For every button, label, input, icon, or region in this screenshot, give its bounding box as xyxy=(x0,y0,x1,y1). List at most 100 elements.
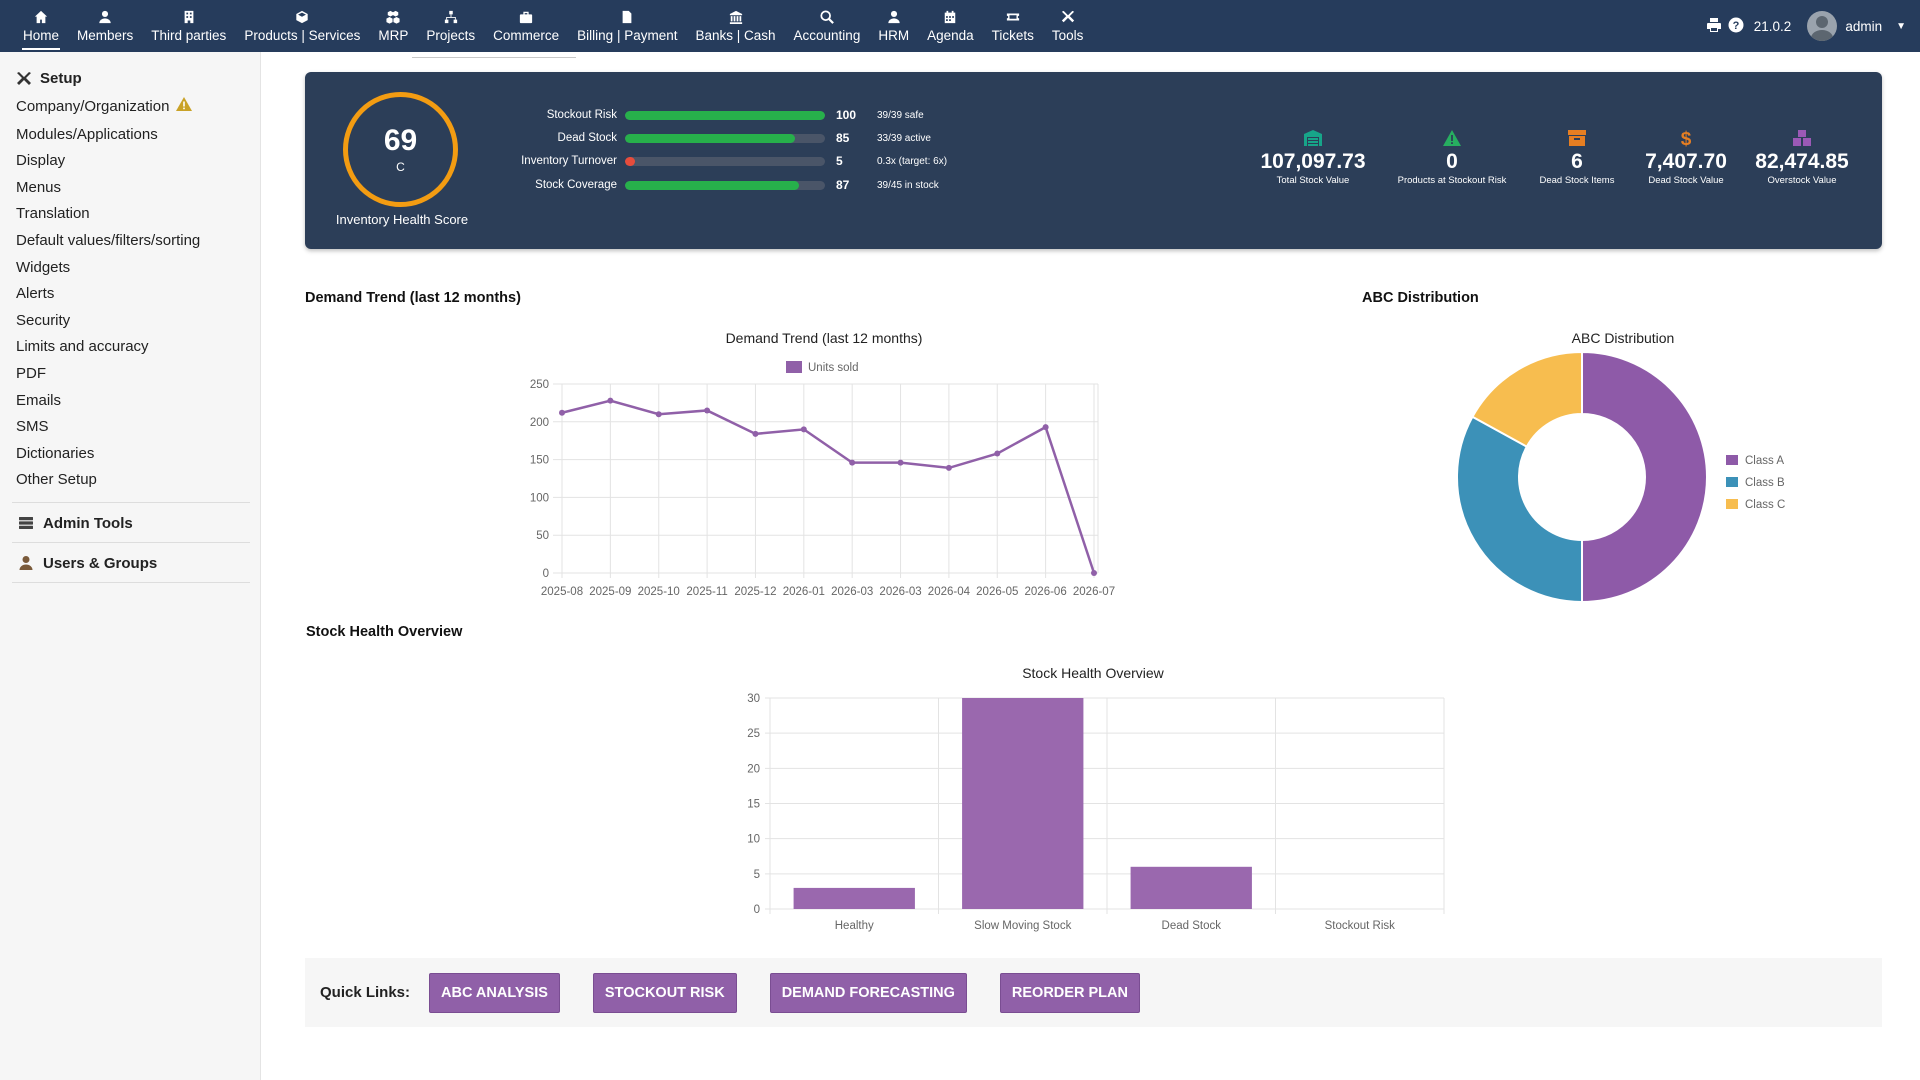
nav-item-home[interactable]: Home xyxy=(14,0,68,52)
user-tie-icon xyxy=(886,9,902,25)
sidebar-link-dictionaries[interactable]: Dictionaries xyxy=(12,441,250,468)
nav-item-hrm[interactable]: HRM xyxy=(869,0,918,52)
chart-title-demand: Demand Trend (last 12 months) xyxy=(725,330,923,346)
metric-name: Stockout Risk xyxy=(546,109,617,121)
nav-item-products-services[interactable]: Products | Services xyxy=(235,0,369,52)
sidebar-link-label: Display xyxy=(16,152,66,170)
sidebar-link-limits-and-accuracy[interactable]: Limits and accuracy xyxy=(12,334,250,361)
metric-note: 39/45 in stock xyxy=(877,179,939,191)
health-score-grade: C xyxy=(396,159,405,174)
sidebar-link-alerts[interactable]: Alerts xyxy=(12,281,250,308)
divider xyxy=(412,57,576,58)
nav-item-tickets[interactable]: Tickets xyxy=(983,0,1043,52)
x-tick-label: 2026-01 xyxy=(783,586,825,598)
nav-item-billing-payment[interactable]: Billing | Payment xyxy=(568,0,686,52)
demand-forecasting-button[interactable]: DEMAND FORECASTING xyxy=(769,972,967,1013)
sidebar-link-sms[interactable]: SMS xyxy=(12,414,250,441)
metric-progress-bar xyxy=(625,110,825,120)
nav-item-label: MRP xyxy=(378,28,409,43)
sidebar-link-security[interactable]: Security xyxy=(12,308,250,335)
user-name[interactable]: admin xyxy=(1845,18,1883,34)
search-dollar-icon xyxy=(819,9,835,25)
stat-value: 6 xyxy=(1571,150,1583,173)
sidebar-users-groups[interactable]: Users & Groups xyxy=(12,553,250,580)
health-score-value: 69 xyxy=(383,123,418,157)
reorder-plan-button[interactable]: REORDER PLAN xyxy=(999,972,1140,1013)
main-menu: Home Members Third parties Products | Servi… xyxy=(0,0,1092,52)
data-point xyxy=(655,411,662,418)
section-title-demand: Demand Trend (last 12 months) xyxy=(305,290,521,306)
bar-slow-moving-stock xyxy=(962,698,1084,909)
divider xyxy=(12,501,250,503)
nav-item-accounting[interactable]: Accounting xyxy=(785,0,870,52)
nav-item-agenda[interactable]: Agenda xyxy=(918,0,983,52)
abc-analysis-button[interactable]: ABC ANALYSIS xyxy=(429,972,560,1013)
nav-item-projects[interactable]: Projects xyxy=(417,0,484,52)
sidebar-link-widgets[interactable]: Widgets xyxy=(12,255,250,282)
sidebar-link-display[interactable]: Display xyxy=(12,148,250,175)
sidebar-link-label: Alerts xyxy=(16,285,55,303)
help-icon[interactable]: ? xyxy=(1728,17,1744,36)
nav-item-mrp[interactable]: MRP xyxy=(369,0,417,52)
x-tick-label: Dead Stock xyxy=(1162,920,1222,932)
nav-item-tools[interactable]: Tools xyxy=(1043,0,1093,52)
sidebar-link-pdf[interactable]: PDF xyxy=(12,361,250,388)
inventory-health-card: 69 C Inventory Health Score Stockout Ris… xyxy=(305,72,1882,249)
metric-inventory-turnover: Inventory Turnover 5 0.3x (target: 6x) xyxy=(500,154,947,168)
y-tick-label: 10 xyxy=(747,834,760,846)
sidebar-link-label: SMS xyxy=(16,418,49,436)
sidebar-link-other-setup[interactable]: Other Setup xyxy=(12,467,250,494)
sidebar-link-label: PDF xyxy=(16,364,46,382)
metric-progress-fill xyxy=(625,133,795,143)
health-score-label: Inventory Health Score xyxy=(335,212,469,227)
chevron-down-icon[interactable]: ▼ xyxy=(1896,20,1906,32)
health-score-ring: 69 C xyxy=(343,92,458,207)
sidebar-link-default-values-filters-sorting[interactable]: Default values/filters/sorting xyxy=(12,228,250,255)
nav-item-label: Products | Services xyxy=(244,28,361,43)
bar-dead-stock xyxy=(1130,866,1252,909)
home-icon xyxy=(33,9,49,25)
archive-icon xyxy=(1497,127,1657,147)
sidebar-link-company-organization[interactable]: Company/Organization xyxy=(12,93,250,122)
sidebar-setup-header[interactable]: Setup xyxy=(12,66,250,93)
bank-icon xyxy=(728,9,744,25)
nav-item-label: Members xyxy=(77,28,134,43)
nav-item-label: Tickets xyxy=(991,28,1034,43)
cubes-icon xyxy=(385,9,401,25)
sidebar-link-modules-applications[interactable]: Modules/Applications xyxy=(12,122,250,149)
nav-item-label: Home xyxy=(23,28,60,43)
server-icon xyxy=(19,517,33,530)
data-point xyxy=(607,397,614,404)
navbar-right: ? 21.0.2 admin ▼ xyxy=(1706,0,1920,52)
data-point xyxy=(800,426,807,433)
nav-item-banks-cash[interactable]: Banks | Cash xyxy=(686,0,784,52)
metric-progress-fill xyxy=(625,156,635,166)
data-point xyxy=(1042,424,1049,431)
x-tick-label: Stockout Risk xyxy=(1325,920,1396,932)
x-tick-label: 2025-10 xyxy=(638,586,680,598)
sidebar-link-label: Dictionaries xyxy=(16,444,95,462)
stat-label: Dead Stock Value xyxy=(1648,175,1724,186)
cube-icon xyxy=(294,9,310,25)
sidebar-link-emails[interactable]: Emails xyxy=(12,388,250,415)
legend-swatch xyxy=(1726,455,1738,465)
stockout-risk-button[interactable]: STOCKOUT RISK xyxy=(592,972,737,1013)
sidebar-link-translation[interactable]: Translation xyxy=(12,201,250,228)
print-icon[interactable] xyxy=(1706,17,1722,36)
x-tick-label: 2026-05 xyxy=(976,586,1018,598)
sidebar-admin-tools[interactable]: Admin Tools xyxy=(12,513,250,540)
sidebar-link-menus[interactable]: Menus xyxy=(12,175,250,202)
nav-item-third-parties[interactable]: Third parties xyxy=(142,0,235,52)
metric-progress-bar xyxy=(625,156,825,166)
nav-item-members[interactable]: Members xyxy=(68,0,142,52)
x-tick-label: Healthy xyxy=(835,920,874,932)
divider xyxy=(12,581,250,583)
metric-value: 100 xyxy=(836,108,857,122)
nav-item-label: Commerce xyxy=(493,28,560,43)
avatar[interactable] xyxy=(1807,11,1838,41)
metric-progress-bar xyxy=(625,133,825,143)
x-tick-label: 2025-11 xyxy=(686,586,727,598)
nav-item-commerce[interactable]: Commerce xyxy=(484,0,568,52)
stat-value: 0 xyxy=(1446,150,1458,173)
stat-label: Overstock Value xyxy=(1767,175,1837,186)
